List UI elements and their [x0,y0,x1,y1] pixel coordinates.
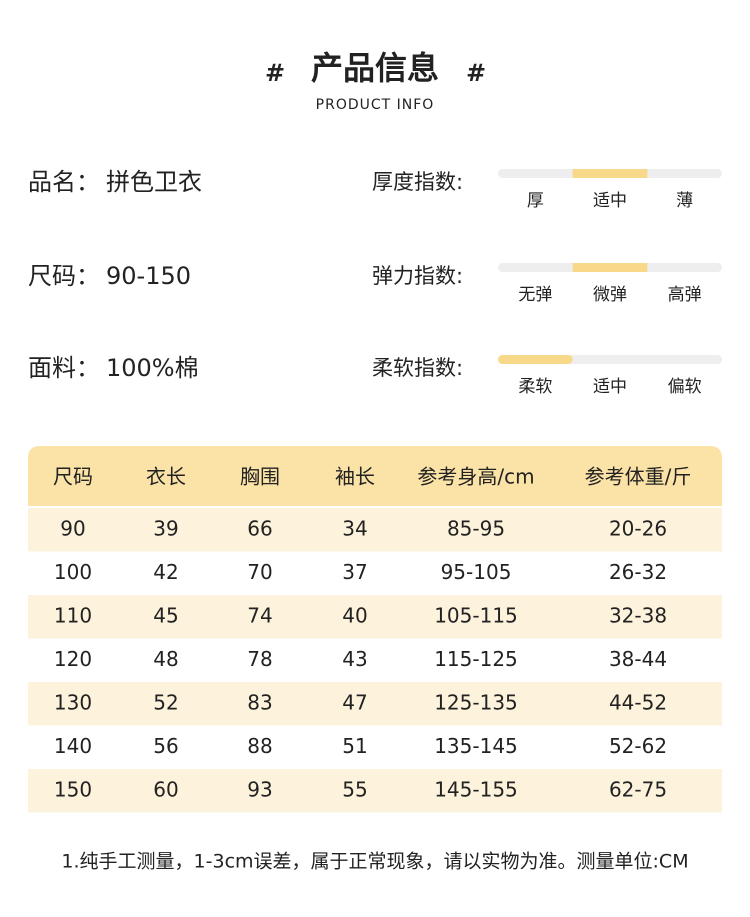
spec-value: 90-150 [106,262,191,290]
index-option: 微弹 [593,285,627,305]
table-cell: 90 [60,516,85,540]
table-cell: 150 [54,777,92,801]
table-cell: 125-135 [434,690,518,714]
spec-label: 面料： [28,354,100,382]
table-cell: 20-26 [609,516,667,540]
table-cell: 74 [247,603,272,627]
table-row-bg [28,725,722,769]
table-cell: 70 [247,560,272,584]
table-cell: 78 [247,647,272,671]
table-row-bg [28,769,722,813]
table-cell: 40 [342,603,367,627]
table-cell: 66 [247,516,272,540]
table-cell: 52-62 [609,734,667,758]
title-mark: # [466,59,486,87]
index-highlight [572,263,648,272]
index-option: 无弹 [518,285,552,305]
table-cell: 48 [153,647,178,671]
table-cell: 120 [54,647,92,671]
index-option: 高弹 [668,285,702,305]
table-cell: 26-32 [609,560,667,584]
table-cell: 38-44 [609,647,667,671]
title-mark: # [265,59,285,87]
index-highlight [572,169,648,178]
table-cell: 43 [342,647,367,671]
table-cell: 37 [342,560,367,584]
table-cell: 47 [342,690,367,714]
table-cell: 52 [153,690,178,714]
table-header: 参考身高/cm [417,465,534,489]
table-cell: 115-125 [434,647,518,671]
table-cell: 100 [54,560,92,584]
table-header: 胸围 [240,465,280,489]
table-row-bg [28,638,722,682]
table-cell: 62-75 [609,777,667,801]
table-cell: 88 [247,734,272,758]
table-header-bg [28,446,722,506]
table-header: 袖长 [335,465,375,489]
index-option: 适中 [593,191,627,211]
table-cell: 51 [342,734,367,758]
table-cell: 56 [153,734,178,758]
table-cell: 140 [54,734,92,758]
table-cell: 39 [153,516,178,540]
spec-label: 品名： [28,168,100,196]
table-row-bg [28,682,722,726]
index-highlight [498,355,573,364]
table-header: 衣长 [146,465,186,489]
footnote: 1.纯手工测量，1-3cm误差，属于正常现象，请以实物为准。测量单位:CM [61,851,688,873]
table-header: 尺码 [53,465,93,489]
table-cell: 130 [54,690,92,714]
table-cell: 145-155 [434,777,518,801]
table-cell: 42 [153,560,178,584]
index-option: 柔软 [518,377,552,397]
index-label: 弹力指数: [372,264,463,288]
subtitle: PRODUCT INFO [316,97,435,113]
table-cell: 135-145 [434,734,518,758]
table-row-bg [28,508,722,552]
index-option: 适中 [593,377,627,397]
table-cell: 83 [247,690,272,714]
table-cell: 60 [153,777,178,801]
table-cell: 85-95 [447,516,505,540]
table-cell: 55 [342,777,367,801]
index-label: 厚度指数: [372,170,463,194]
table-cell: 105-115 [434,603,518,627]
index-option: 薄 [676,191,693,211]
spec-label: 尺码： [28,262,100,290]
index-label: 柔软指数: [372,356,463,380]
title: 产品信息 [311,49,439,87]
table-cell: 34 [342,516,367,540]
index-option: 偏软 [668,377,702,397]
table-row-bg [28,551,722,595]
spec-value: 拼色卫衣 [106,168,202,196]
table-cell: 93 [247,777,272,801]
spec-value: 100%棉 [106,354,199,382]
table-cell: 32-38 [609,603,667,627]
index-option: 厚 [527,191,544,211]
table-cell: 110 [54,603,92,627]
table-row-bg [28,595,722,639]
table-cell: 44-52 [609,690,667,714]
table-header: 参考体重/斤 [585,465,692,489]
table-cell: 45 [153,603,178,627]
table-cell: 95-105 [441,560,512,584]
